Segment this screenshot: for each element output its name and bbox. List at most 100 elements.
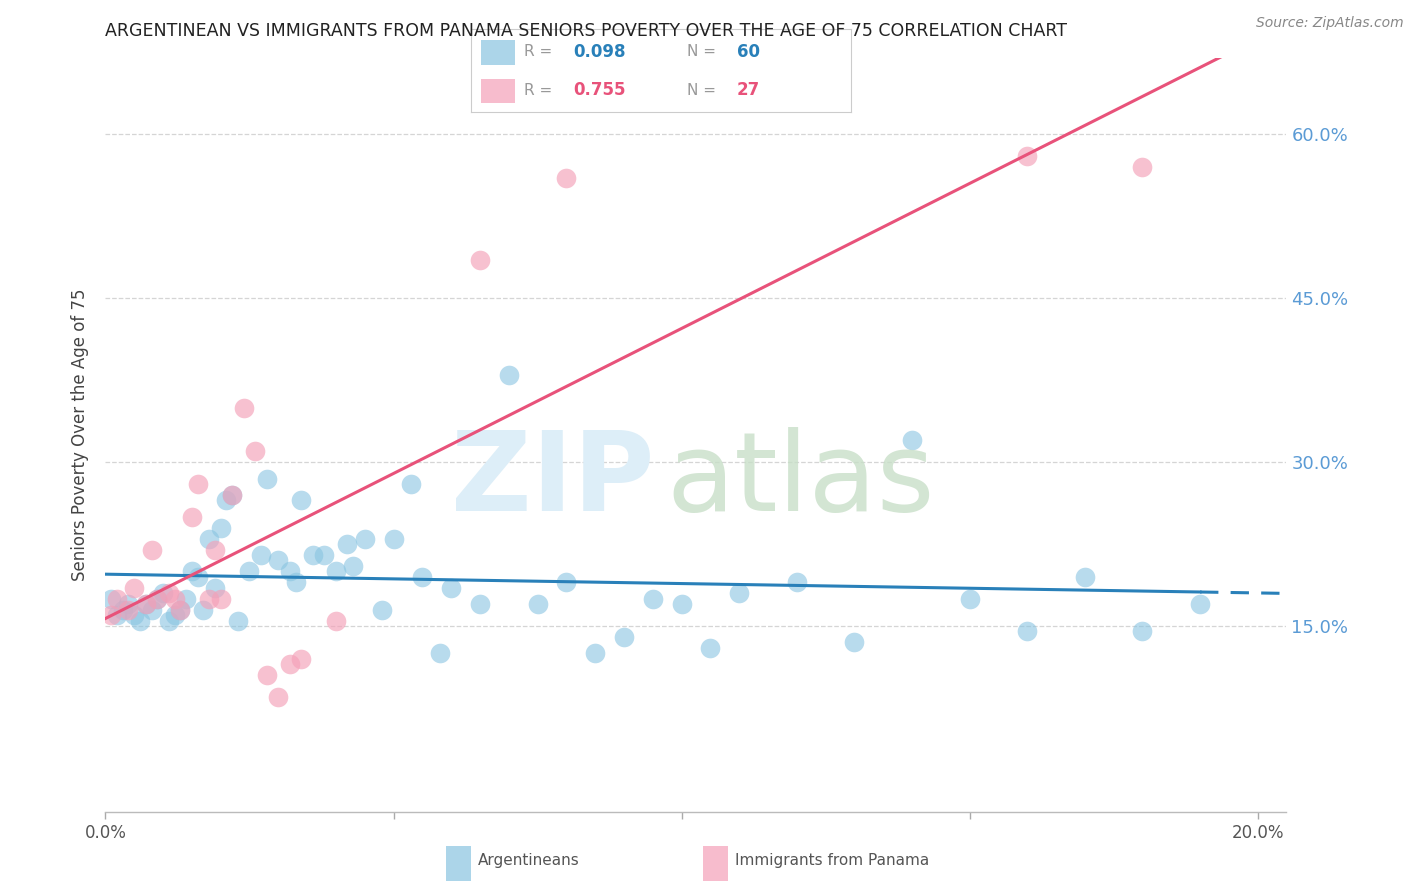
Point — [671, 597, 693, 611]
Point — [163, 608, 186, 623]
Point — [342, 558, 364, 573]
Point — [146, 591, 169, 606]
Text: 0.755: 0.755 — [574, 81, 626, 99]
Text: ZIP: ZIP — [451, 426, 655, 533]
Point — [117, 602, 139, 616]
Text: N =: N = — [688, 44, 721, 59]
Point — [100, 591, 122, 606]
Text: N =: N = — [688, 83, 721, 97]
Point — [198, 591, 221, 606]
Point — [901, 434, 924, 448]
Point — [157, 614, 180, 628]
Point — [371, 602, 394, 616]
Point — [152, 586, 174, 600]
Point — [699, 640, 721, 655]
Point — [1132, 624, 1154, 639]
Text: R =: R = — [524, 83, 557, 97]
Point — [256, 471, 278, 485]
Point — [117, 597, 139, 611]
Point — [325, 614, 347, 628]
Point — [786, 575, 808, 590]
Point — [641, 591, 664, 606]
Text: 0.098: 0.098 — [574, 43, 626, 61]
Point — [555, 171, 578, 186]
Point — [221, 488, 243, 502]
Point — [209, 521, 232, 535]
Point — [100, 608, 122, 623]
Point — [105, 608, 128, 623]
Text: Source: ZipAtlas.com: Source: ZipAtlas.com — [1256, 16, 1403, 30]
Point — [267, 553, 290, 567]
Point — [613, 630, 636, 644]
Point — [325, 565, 347, 579]
Point — [250, 548, 273, 562]
Text: ARGENTINEAN VS IMMIGRANTS FROM PANAMA SENIORS POVERTY OVER THE AGE OF 75 CORRELA: ARGENTINEAN VS IMMIGRANTS FROM PANAMA SE… — [105, 22, 1067, 40]
Point — [129, 614, 152, 628]
Point — [429, 646, 451, 660]
Point — [267, 690, 290, 704]
Point — [180, 509, 202, 524]
Point — [1132, 160, 1154, 174]
Point — [353, 532, 375, 546]
Text: Argentineans: Argentineans — [478, 854, 579, 868]
Point — [1017, 149, 1039, 163]
Bar — [446, 847, 471, 880]
Point — [526, 597, 548, 611]
Point — [302, 548, 325, 562]
Point — [135, 597, 157, 611]
Text: 60: 60 — [737, 43, 759, 61]
Point — [157, 586, 180, 600]
Point — [1017, 624, 1039, 639]
Point — [728, 586, 751, 600]
Point — [122, 608, 145, 623]
Bar — [481, 40, 515, 65]
Point — [111, 602, 134, 616]
Point — [198, 532, 221, 546]
Point — [187, 477, 209, 491]
Point — [245, 444, 267, 458]
Bar — [703, 847, 728, 880]
Point — [278, 657, 301, 672]
Point — [146, 591, 169, 606]
Point — [169, 602, 191, 616]
Point — [284, 575, 307, 590]
Point — [204, 581, 226, 595]
Text: Immigrants from Panama: Immigrants from Panama — [735, 854, 929, 868]
Point — [555, 575, 578, 590]
Point — [583, 646, 606, 660]
Point — [141, 542, 163, 557]
Point — [215, 493, 238, 508]
Point — [209, 591, 232, 606]
Point — [468, 597, 491, 611]
Point — [238, 565, 260, 579]
Point — [135, 597, 157, 611]
Text: 27: 27 — [737, 81, 761, 99]
Point — [232, 401, 254, 415]
Point — [336, 537, 359, 551]
Point — [399, 477, 422, 491]
Point — [193, 602, 215, 616]
Point — [221, 488, 243, 502]
Point — [844, 635, 866, 649]
Point — [105, 591, 128, 606]
Point — [204, 542, 226, 557]
Point — [290, 493, 312, 508]
Point — [959, 591, 981, 606]
Point — [440, 581, 463, 595]
Point — [226, 614, 249, 628]
Point — [256, 668, 278, 682]
Point — [290, 652, 312, 666]
Text: atlas: atlas — [666, 426, 935, 533]
Point — [122, 581, 145, 595]
Point — [411, 570, 433, 584]
Point — [314, 548, 336, 562]
Point — [468, 253, 491, 268]
Point — [278, 565, 301, 579]
Point — [187, 570, 209, 584]
Point — [141, 602, 163, 616]
Point — [180, 565, 202, 579]
Point — [1074, 570, 1097, 584]
Point — [169, 602, 191, 616]
Bar — [481, 78, 515, 103]
Y-axis label: Seniors Poverty Over the Age of 75: Seniors Poverty Over the Age of 75 — [72, 289, 90, 581]
